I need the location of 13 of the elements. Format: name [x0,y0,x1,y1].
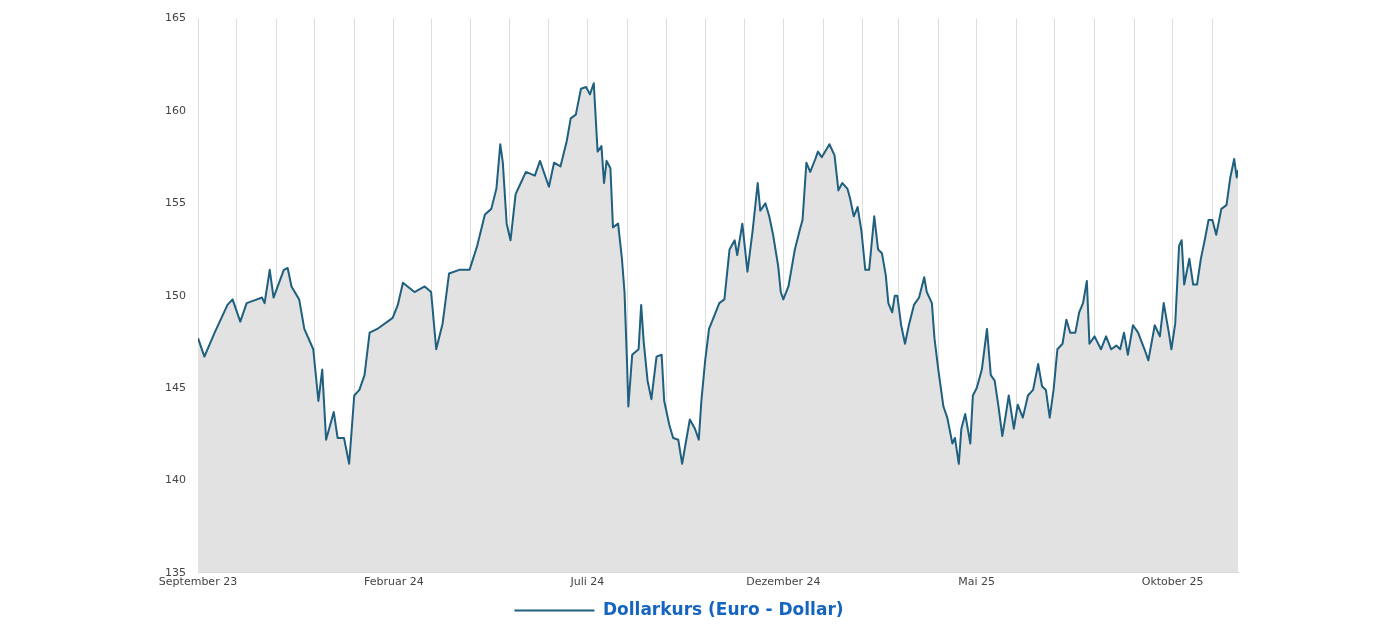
y-tick-label: 145 [165,380,186,394]
x-tick-label: Februar 24 [364,575,424,589]
x-tick-label: Dezember 24 [746,575,821,589]
y-tick-label: 155 [165,196,186,210]
y-tick-label: 140 [165,473,186,487]
y-tick-label: 150 [165,288,186,302]
y-tick-label: 160 [165,103,186,117]
y-tick-label: 165 [165,11,186,25]
x-tick-label: September 23 [158,575,238,589]
x-tick-label: Mai 25 [958,575,996,589]
x-tick-label: Oktober 25 [1141,575,1204,589]
x-tick-label: Juli 24 [569,575,605,589]
legend-label: Dollarkurs (Euro - Dollar) [602,598,844,619]
